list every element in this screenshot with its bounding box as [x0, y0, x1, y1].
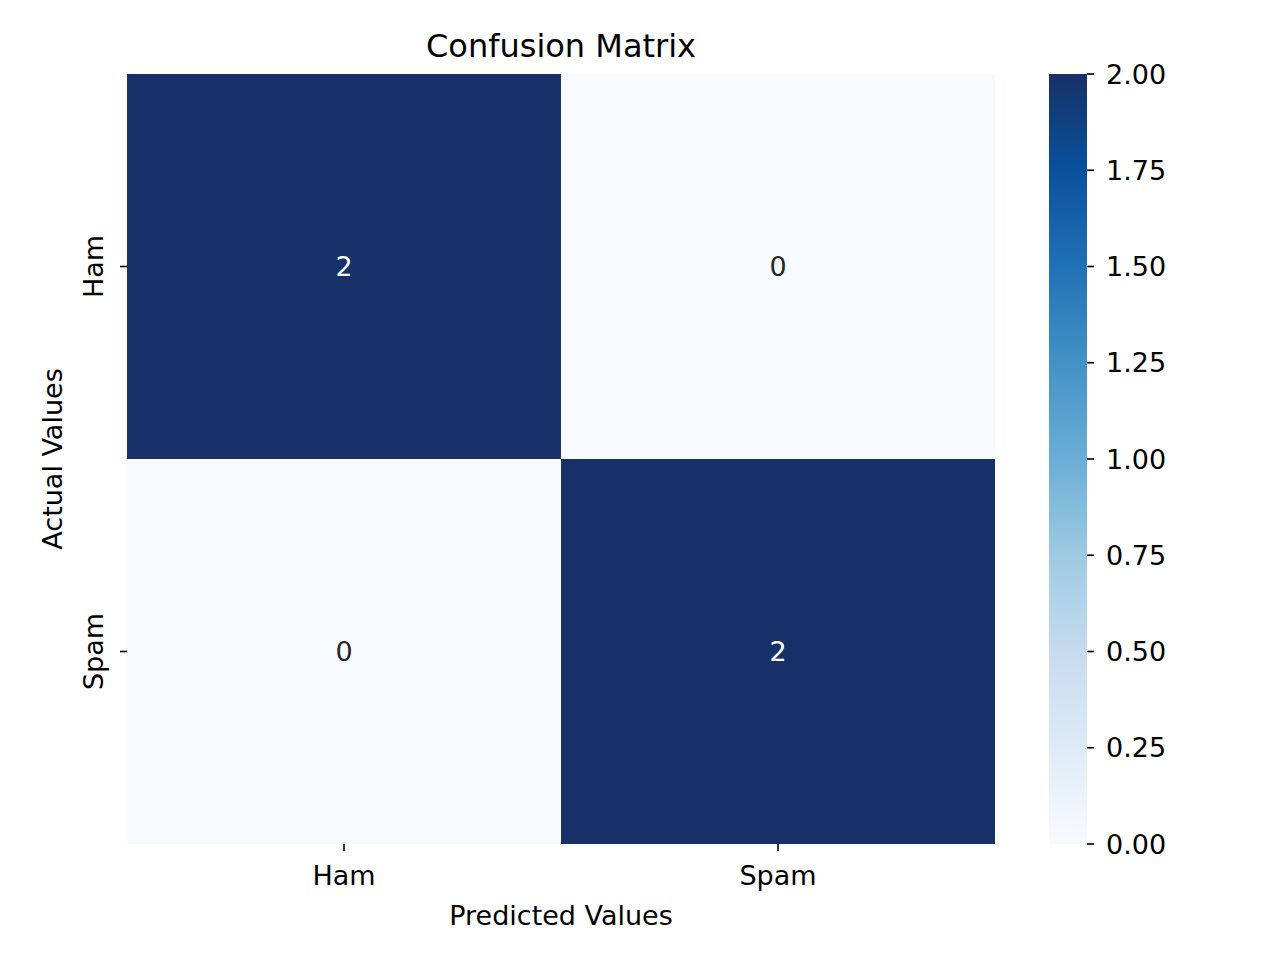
colorbar — [1049, 74, 1087, 844]
colorbar-tick-label: 0.00 — [1106, 829, 1166, 860]
colorbar-tick-label: 1.00 — [1106, 444, 1166, 475]
background — [0, 0, 1262, 958]
chart-title: Confusion Matrix — [426, 27, 696, 65]
x-tick-label: Ham — [312, 860, 375, 891]
y-tick — [120, 266, 127, 268]
colorbar-tick-label: 1.75 — [1106, 155, 1166, 186]
chart-container: 2 0 0 2 Ham Spam Ham Spam Confusion Matrix Predic… — [0, 0, 1262, 958]
colorbar-tick-label: 1.25 — [1106, 347, 1166, 378]
colorbar-tick — [1087, 843, 1094, 845]
colorbar-tick — [1087, 73, 1094, 75]
x-tick — [777, 844, 779, 851]
colorbar-tick-label: 0.50 — [1106, 636, 1166, 667]
colorbar-tick — [1087, 554, 1094, 556]
heatmap-cell — [561, 74, 995, 460]
heatmap-cell — [127, 459, 562, 844]
colorbar-tick-label: 0.25 — [1106, 732, 1166, 763]
y-tick-label: Ham — [78, 235, 109, 298]
cell-label: 0 — [335, 636, 352, 667]
colorbar-tick-label: 2.00 — [1106, 59, 1166, 90]
colorbar-tick — [1087, 458, 1094, 460]
chart-svg: 2 0 0 2 Ham Spam Ham Spam Confusion Matrix Predic… — [0, 0, 1262, 958]
colorbar-tick — [1087, 651, 1094, 653]
colorbar-tick — [1087, 169, 1094, 171]
colorbar-tick — [1087, 362, 1094, 364]
heatmap-cell — [127, 74, 562, 460]
colorbar-tick — [1087, 266, 1094, 268]
cells — [127, 74, 995, 844]
colorbar-tick-label: 1.50 — [1106, 251, 1166, 282]
heatmap-cell — [561, 459, 995, 844]
cell-label: 2 — [769, 636, 786, 667]
y-axis-label: Actual Values — [37, 368, 68, 549]
x-tick-label: Spam — [739, 860, 816, 891]
x-tick — [343, 844, 345, 851]
colorbar-tick-label: 0.75 — [1106, 540, 1166, 571]
y-tick — [120, 651, 127, 653]
colorbar-tick — [1087, 747, 1094, 749]
cell-label: 2 — [335, 251, 352, 282]
y-tick-label: Spam — [78, 613, 109, 690]
x-axis-label: Predicted Values — [449, 900, 673, 931]
cell-label: 0 — [769, 251, 786, 282]
